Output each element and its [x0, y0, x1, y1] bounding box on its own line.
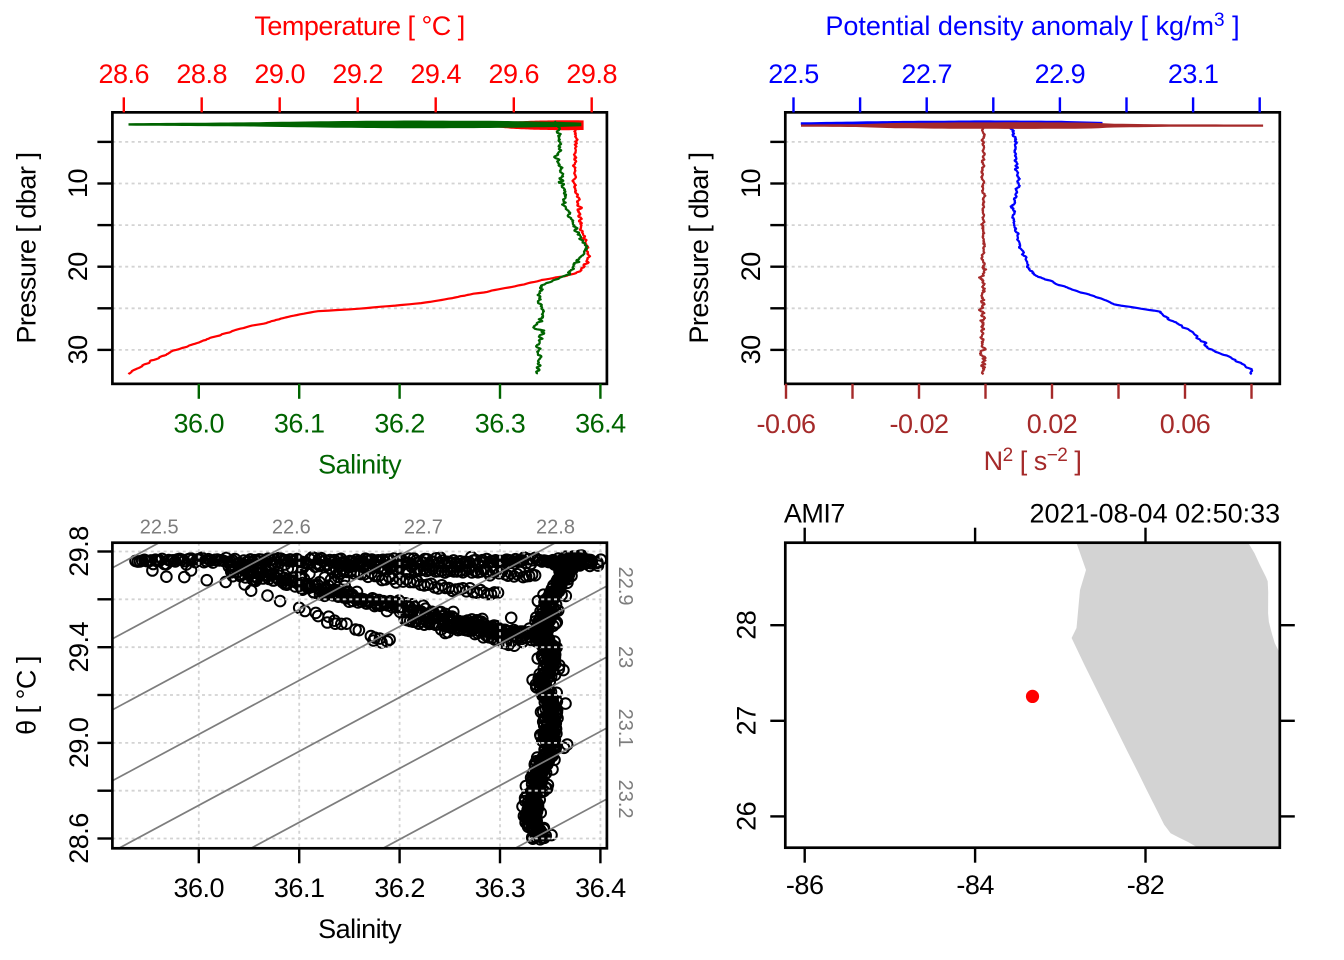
svg-text:23.1: 23.1: [614, 709, 636, 748]
svg-text:Salinity: Salinity: [318, 450, 402, 480]
svg-text:28.6: 28.6: [64, 813, 94, 864]
svg-text:-0.02: -0.02: [889, 409, 948, 439]
svg-text:0.06: 0.06: [1160, 409, 1211, 439]
svg-text:-82: -82: [1127, 870, 1165, 900]
svg-text:-86: -86: [786, 870, 824, 900]
svg-text:36.4: 36.4: [575, 409, 626, 439]
svg-text:27: 27: [732, 706, 762, 735]
svg-text:22.9: 22.9: [1035, 59, 1086, 89]
svg-text:36.2: 36.2: [374, 409, 425, 439]
svg-text:28: 28: [732, 611, 762, 640]
svg-text:10: 10: [63, 169, 93, 198]
svg-text:22.7: 22.7: [901, 59, 952, 89]
svg-text:Pressure [ dbar ]: Pressure [ dbar ]: [684, 153, 714, 344]
svg-text:29.6: 29.6: [489, 59, 540, 89]
svg-text:θ [ °C ]: θ [ °C ]: [12, 656, 42, 735]
svg-text:2021-08-04 02:50:33: 2021-08-04 02:50:33: [1029, 499, 1280, 529]
svg-text:0.02: 0.02: [1027, 409, 1078, 439]
svg-text:23.1: 23.1: [1168, 59, 1219, 89]
svg-text:Potential density anomaly [ kg: Potential density anomaly [ kg/m3 ]: [825, 10, 1239, 41]
svg-text:22.5: 22.5: [768, 59, 819, 89]
svg-text:Salinity: Salinity: [318, 914, 402, 944]
svg-text:36.2: 36.2: [374, 873, 425, 903]
svg-text:23.2: 23.2: [614, 780, 636, 819]
svg-text:10: 10: [736, 169, 766, 198]
svg-text:29.4: 29.4: [64, 621, 94, 672]
svg-text:AMI7: AMI7: [784, 499, 845, 529]
svg-text:28.6: 28.6: [99, 59, 150, 89]
svg-text:28.8: 28.8: [176, 59, 227, 89]
svg-text:36.4: 36.4: [575, 873, 626, 903]
svg-text:22.6: 22.6: [272, 517, 311, 539]
svg-text:20: 20: [736, 252, 766, 281]
svg-text:22.5: 22.5: [140, 517, 179, 539]
svg-text:36.0: 36.0: [174, 409, 225, 439]
svg-text:22.9: 22.9: [614, 567, 636, 606]
svg-text:29.0: 29.0: [254, 59, 305, 89]
svg-text:36.1: 36.1: [274, 873, 325, 903]
svg-text:29.2: 29.2: [332, 59, 383, 89]
svg-text:30: 30: [63, 335, 93, 364]
svg-text:29.4: 29.4: [410, 59, 461, 89]
svg-text:-0.06: -0.06: [756, 409, 815, 439]
svg-text:30: 30: [736, 335, 766, 364]
svg-text:-84: -84: [956, 870, 994, 900]
svg-text:20: 20: [63, 252, 93, 281]
svg-text:29.8: 29.8: [566, 59, 617, 89]
svg-text:Temperature [ °C ]: Temperature [ °C ]: [254, 11, 464, 41]
svg-text:22.7: 22.7: [404, 517, 443, 539]
svg-text:23: 23: [614, 646, 636, 668]
svg-text:26: 26: [732, 802, 762, 831]
svg-text:29.8: 29.8: [64, 526, 94, 577]
svg-text:29.0: 29.0: [64, 718, 94, 769]
svg-text:36.3: 36.3: [475, 409, 526, 439]
svg-text:N2 [ s−2 ]: N2 [ s−2 ]: [984, 445, 1082, 476]
svg-text:Pressure [ dbar ]: Pressure [ dbar ]: [12, 153, 42, 344]
svg-text:36.0: 36.0: [174, 873, 225, 903]
svg-text:36.3: 36.3: [475, 873, 526, 903]
svg-text:22.8: 22.8: [536, 517, 575, 539]
svg-text:36.1: 36.1: [274, 409, 325, 439]
